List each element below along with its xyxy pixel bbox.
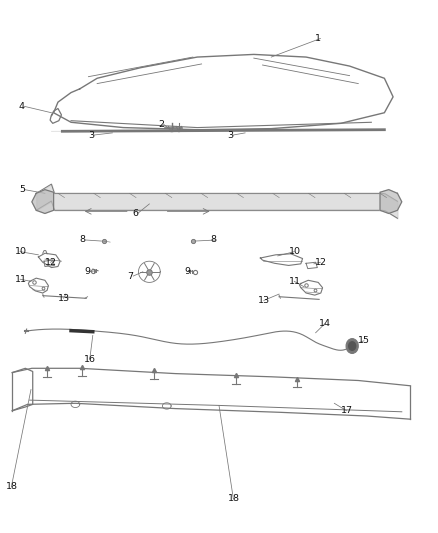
Text: 10: 10 <box>14 247 26 256</box>
Text: 3: 3 <box>88 131 95 140</box>
Text: 4: 4 <box>19 102 25 111</box>
Text: 12: 12 <box>45 258 57 266</box>
Text: 9: 9 <box>84 268 90 276</box>
Text: 13: 13 <box>58 294 70 303</box>
Polygon shape <box>32 190 53 214</box>
Text: 9: 9 <box>184 268 190 276</box>
Text: 13: 13 <box>258 296 270 305</box>
Text: 17: 17 <box>341 406 353 415</box>
Circle shape <box>349 342 356 350</box>
Text: 14: 14 <box>319 319 331 328</box>
Text: 2: 2 <box>158 120 164 129</box>
Polygon shape <box>380 190 402 214</box>
Text: 6: 6 <box>132 209 138 218</box>
Text: 18: 18 <box>228 494 240 503</box>
Text: 10: 10 <box>289 247 300 256</box>
Text: 5: 5 <box>19 185 25 194</box>
Text: 8: 8 <box>210 236 216 245</box>
Text: 12: 12 <box>315 258 327 266</box>
Text: 11: 11 <box>289 277 300 286</box>
Text: 1: 1 <box>315 34 321 43</box>
Text: 16: 16 <box>84 355 96 364</box>
Text: 18: 18 <box>6 482 18 491</box>
Text: 7: 7 <box>127 271 134 280</box>
Text: 8: 8 <box>80 236 86 245</box>
Text: 11: 11 <box>14 274 26 284</box>
Text: 15: 15 <box>358 336 370 345</box>
Text: 3: 3 <box>228 131 234 140</box>
Circle shape <box>346 338 358 353</box>
